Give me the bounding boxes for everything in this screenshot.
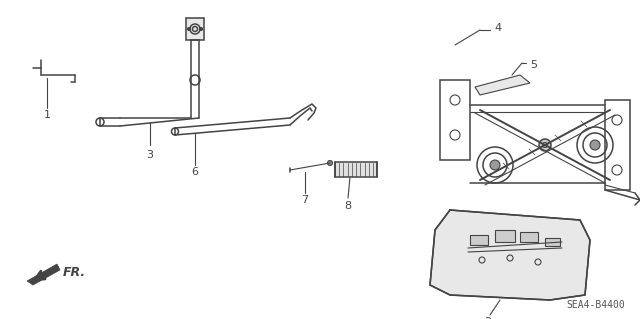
Text: 2: 2 [484, 317, 492, 319]
Bar [495, 230, 515, 242]
Text: SEA4-B4400: SEA4-B4400 [566, 300, 625, 310]
Bar [440, 80, 470, 160]
Text: 8: 8 [344, 201, 351, 211]
Circle shape [188, 27, 191, 31]
Polygon shape [27, 264, 60, 285]
Circle shape [590, 140, 600, 150]
Circle shape [490, 160, 500, 170]
Bar [545, 238, 560, 246]
Text: 1: 1 [44, 110, 51, 120]
Bar [335, 162, 377, 177]
Text: 6: 6 [191, 167, 198, 177]
Text: FR.: FR. [63, 265, 86, 278]
Circle shape [200, 27, 202, 31]
Bar [470, 235, 488, 245]
Polygon shape [430, 210, 590, 300]
Bar [605, 100, 630, 190]
Text: 7: 7 [301, 195, 308, 205]
Text: 5: 5 [530, 60, 537, 70]
Text: 4: 4 [495, 23, 502, 33]
Bar [186, 18, 204, 40]
Circle shape [328, 160, 333, 166]
Polygon shape [475, 75, 530, 95]
Text: 3: 3 [147, 150, 154, 160]
Circle shape [539, 139, 551, 151]
Bar [520, 232, 538, 242]
